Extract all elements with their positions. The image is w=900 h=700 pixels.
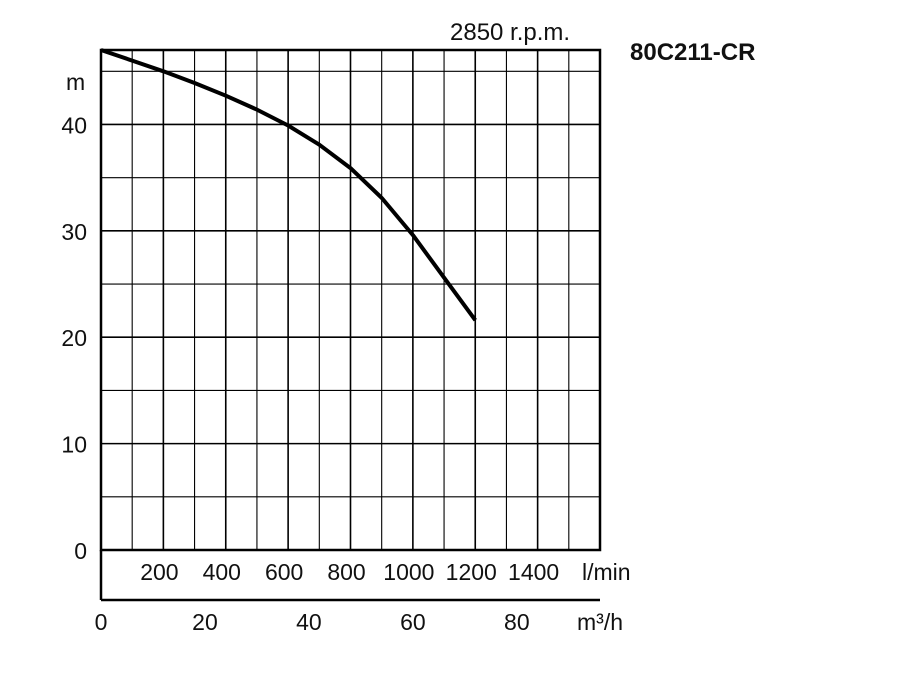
x-tick-label-lmin: 1000: [383, 559, 434, 585]
plot-border: [99, 48, 602, 552]
series-line-0: [100, 48, 477, 322]
y-tick-label: 20: [61, 325, 87, 351]
x-tick-label-lmin: 200: [140, 559, 178, 585]
y-tick-label: 40: [61, 112, 87, 138]
y-axis-label: m: [66, 69, 85, 95]
x-axis-label-m3h: m³/h: [577, 609, 623, 635]
x-tick-labels-m3h: 0 20 40 60 80: [95, 609, 530, 635]
x-tick-labels-lmin: 200 400 600 800 1000 1200 1400: [140, 559, 559, 585]
x-tick-label-lmin: 400: [203, 559, 241, 585]
vertical-gridlines: [131, 50, 570, 550]
x-tick-label-m3h: 60: [400, 609, 426, 635]
chart-title: 80C211-CR: [630, 39, 755, 66]
performance-curve: [100, 48, 477, 322]
plot-frame: [99, 48, 602, 602]
x-tick-label-lmin: 1400: [508, 559, 559, 585]
y-tick-label: 10: [61, 432, 87, 458]
y-tick-labels: 0 10 20 30 40: [61, 112, 87, 564]
chart-subtitle: 2850 r.p.m.: [450, 19, 570, 46]
x-tick-label-lmin: 600: [265, 559, 303, 585]
horizontal-gridlines: [101, 70, 600, 498]
x-tick-label-m3h: 80: [504, 609, 530, 635]
x-tick-label-m3h: 0: [95, 609, 108, 635]
y-tick-label: 0: [74, 538, 87, 564]
x-axis-label-lmin: l/min: [582, 559, 631, 585]
x-tick-label-lmin: 800: [327, 559, 365, 585]
x-tick-label-m3h: 20: [192, 609, 218, 635]
x-tick-label-m3h: 40: [296, 609, 322, 635]
y-tick-label: 30: [61, 219, 87, 245]
x-tick-label-lmin: 1200: [446, 559, 497, 585]
